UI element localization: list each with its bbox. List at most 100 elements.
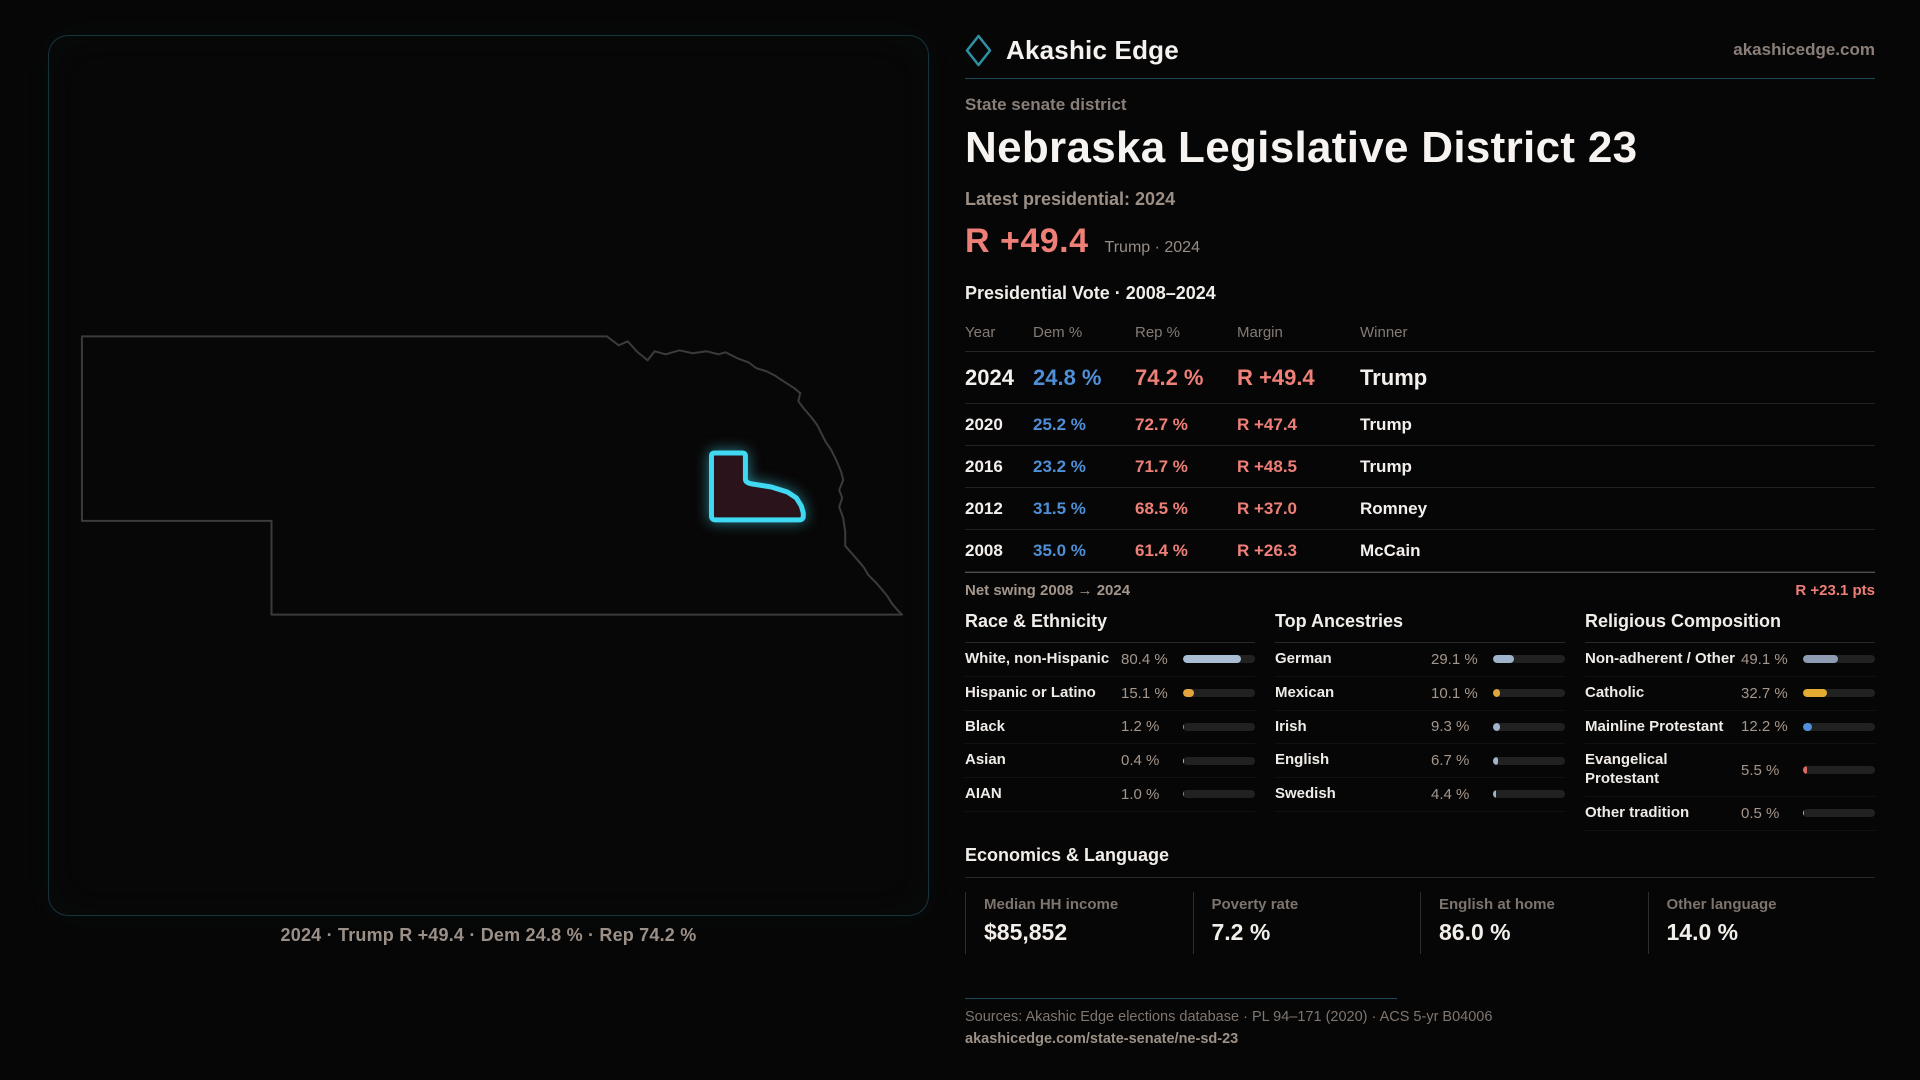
row-label: Non-adherent / Other xyxy=(1585,650,1736,667)
bar-track xyxy=(1493,655,1565,664)
footer-divider xyxy=(965,997,1397,999)
table-row: 2020 25.2 % 72.7 % R +47.4 Trump xyxy=(965,404,1875,446)
bar-track xyxy=(1803,809,1875,818)
vote-table-header: Year Dem % Rep % Margin Winner xyxy=(965,318,1875,352)
religion-title: Religious Composition xyxy=(1585,611,1875,643)
margin-cell: R +47.4 xyxy=(1237,414,1298,434)
row-value: 49.1 % xyxy=(1741,650,1788,668)
row-value: 5.5 % xyxy=(1741,761,1780,779)
footer: Sources: Akashic Edge elections database… xyxy=(965,997,1875,1048)
map-caption: 2024 · Trump R +49.4 · Dem 24.8 % · Rep … xyxy=(280,925,697,945)
headline-margin-value: R +49.4 xyxy=(965,222,1089,260)
bar-fill xyxy=(1183,689,1194,698)
stat-label: Other language xyxy=(1666,895,1777,913)
diamond-logo-icon xyxy=(965,34,992,66)
row-label: Hispanic or Latino xyxy=(965,683,1096,701)
margin-cell: R +48.5 xyxy=(1237,456,1298,476)
row-value: 6.7 % xyxy=(1431,752,1470,770)
row-label: English xyxy=(1275,751,1330,769)
demographics-section: Race & Ethnicity White, non-Hispanic 80.… xyxy=(965,611,1875,831)
list-item: Hispanic or Latino 15.1 % xyxy=(965,677,1255,711)
col-margin: Margin xyxy=(1237,324,1283,341)
list-item: Non-adherent / Other 49.1 % xyxy=(1585,643,1875,677)
rep-cell: 61.4 % xyxy=(1135,540,1188,560)
dem-cell: 23.2 % xyxy=(1033,456,1086,476)
row-label: Other tradition xyxy=(1585,803,1690,821)
page-title: Nebraska Legislative District 23 xyxy=(965,123,1638,172)
rep-cell: 72.7 % xyxy=(1135,414,1188,434)
bar-track xyxy=(1803,655,1875,664)
stat-value: $85,852 xyxy=(984,918,1068,945)
row-label: Swedish xyxy=(1275,785,1336,802)
col-rep: Rep % xyxy=(1135,324,1181,341)
col-winner: Winner xyxy=(1360,324,1408,341)
ancestries-column: Top Ancestries German 29.1 % Mexican 10.… xyxy=(1275,611,1565,831)
list-item: White, non-Hispanic 80.4 % xyxy=(965,643,1255,677)
stat-label: English at home xyxy=(1439,895,1555,913)
row-label: Asian xyxy=(965,751,1006,769)
list-item: Catholic 32.7 % xyxy=(1585,677,1875,711)
latest-presidential-label: Latest presidential: 2024 xyxy=(965,189,1176,209)
economics-title: Economics & Language xyxy=(965,845,1875,878)
margin-cell: R +37.0 xyxy=(1237,498,1298,518)
list-item: AIAN 1.0 % xyxy=(965,778,1255,812)
list-item: Swedish 4.4 % xyxy=(1275,778,1565,812)
row-label: Mexican xyxy=(1275,683,1335,701)
row-value: 15.1 % xyxy=(1121,684,1168,702)
dem-cell: 35.0 % xyxy=(1033,540,1086,560)
stat-english-at-home: English at home 86.0 % xyxy=(1420,891,1648,954)
net-swing-value: R +23.1 pts xyxy=(1795,582,1875,599)
stat-label: Median HH income xyxy=(984,895,1119,913)
bar-fill xyxy=(1183,722,1184,731)
list-item: Irish 9.3 % xyxy=(1275,711,1565,745)
year-cell: 2008 xyxy=(965,540,1003,560)
winner-cell: Romney xyxy=(1360,498,1428,518)
bar-fill xyxy=(1183,790,1184,799)
list-item: Evangelical Protestant 5.5 % xyxy=(1585,744,1875,797)
stat-value: 7.2 % xyxy=(1211,918,1271,945)
row-value: 1.0 % xyxy=(1121,785,1160,803)
headline-margin-row: R +49.4 Trump · 2024 xyxy=(965,222,1875,261)
list-item: Mainline Protestant 12.2 % xyxy=(1585,711,1875,745)
year-cell: 2020 xyxy=(965,414,1003,434)
rep-cell: 68.5 % xyxy=(1135,498,1188,518)
stat-label: Poverty rate xyxy=(1211,895,1299,913)
winner-cell: Trump xyxy=(1360,364,1428,390)
race-ethnicity-column: Race & Ethnicity White, non-Hispanic 80.… xyxy=(965,611,1255,831)
row-label: Black xyxy=(965,717,1006,735)
stat-median-income: Median HH income $85,852 xyxy=(965,891,1193,954)
list-item: Black 1.2 % xyxy=(965,711,1255,745)
dem-cell: 25.2 % xyxy=(1033,414,1086,434)
bar-fill xyxy=(1803,722,1812,731)
sources-text: Sources: Akashic Edge elections database… xyxy=(965,1008,1493,1025)
brand-domain-link[interactable]: akashicedge.com xyxy=(1733,40,1875,59)
bar-fill xyxy=(1183,655,1241,664)
row-value: 32.7 % xyxy=(1741,684,1788,702)
list-item: Mexican 10.1 % xyxy=(1275,677,1565,711)
year-cell: 2012 xyxy=(965,498,1003,518)
bar-track xyxy=(1493,722,1565,731)
bar-track xyxy=(1183,722,1255,731)
bar-track xyxy=(1803,766,1875,774)
rep-cell: 74.2 % xyxy=(1135,364,1204,390)
vote-table: Year Dem % Rep % Margin Winner 2024 24.8… xyxy=(965,318,1875,605)
col-dem: Dem % xyxy=(1033,324,1083,341)
winner-cell: Trump xyxy=(1360,414,1412,434)
stat-poverty-rate: Poverty rate 7.2 % xyxy=(1192,891,1421,954)
list-item: Asian 0.4 % xyxy=(965,744,1255,778)
table-row: 2012 31.5 % 68.5 % R +37.0 Romney xyxy=(965,488,1875,530)
row-label: Catholic xyxy=(1585,683,1645,701)
list-item: English 6.7 % xyxy=(1275,744,1565,778)
bar-fill xyxy=(1493,756,1498,765)
row-value: 0.4 % xyxy=(1121,752,1160,770)
row-value: 1.2 % xyxy=(1121,718,1160,736)
bar-track xyxy=(1183,689,1255,698)
brand-row: Akashic Edge akashicedge.com xyxy=(965,30,1875,70)
bar-fill xyxy=(1803,689,1827,698)
bar-track xyxy=(1803,689,1875,698)
bar-track xyxy=(1183,790,1255,799)
row-label: Irish xyxy=(1275,717,1307,735)
permalink[interactable]: akashicedge.com/state-senate/ne-sd-23 xyxy=(965,1030,1239,1047)
row-label: Evangelical Protestant xyxy=(1585,751,1668,787)
